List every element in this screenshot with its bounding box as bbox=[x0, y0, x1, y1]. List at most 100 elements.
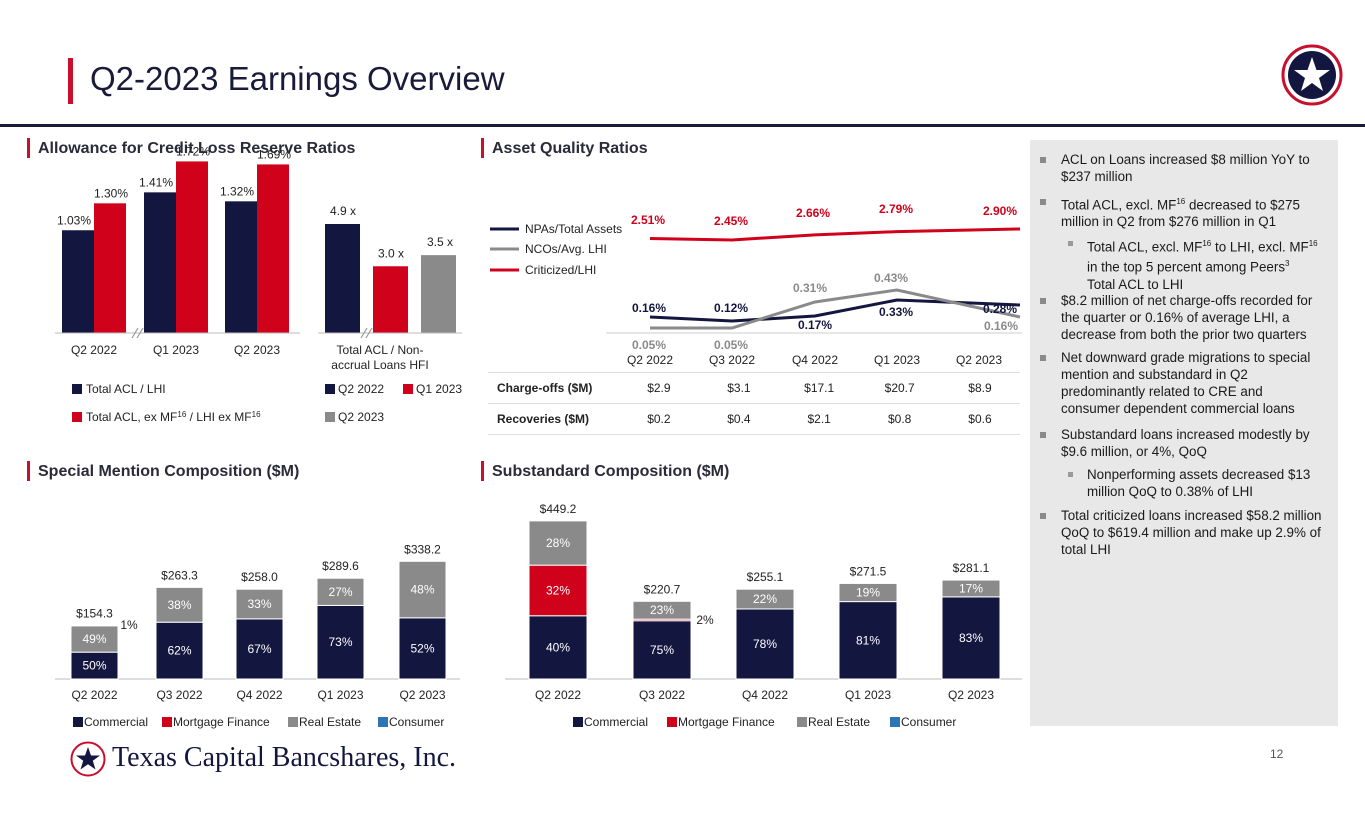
aq-series-line bbox=[649, 227, 1021, 242]
star-logo-icon bbox=[1281, 44, 1343, 106]
nco-data-label: 0.16% bbox=[984, 319, 1018, 333]
bullet-item: ACL on Loans increased $8 million YoY to… bbox=[1040, 151, 1323, 185]
nonaccrual-bar bbox=[421, 255, 456, 333]
special-mention-chart: 50% 49% $154.3 Q2 2022 62% 38% $263.3 Q3 2022 67… bbox=[55, 542, 460, 729]
segment-label-outside: 1% bbox=[120, 618, 138, 632]
bullet-item: Total ACL, excl. MF16 decreased to $275 … bbox=[1040, 193, 1323, 230]
segment-label: 27% bbox=[328, 585, 352, 599]
bullet-icon bbox=[1040, 432, 1046, 438]
stacked-bar-segment bbox=[155, 586, 204, 623]
legend-swatch bbox=[378, 717, 388, 727]
axis-break-icon bbox=[360, 327, 373, 339]
acl-bar bbox=[257, 164, 289, 333]
acl-bar bbox=[94, 203, 126, 333]
footer-logo: Texas Capital Bancshares, Inc. bbox=[70, 740, 470, 780]
composition-category-label: Q2 2022 bbox=[535, 688, 581, 702]
segment-label: 49% bbox=[82, 632, 106, 646]
acl-ratios-chart: 1.03%1.30% Q2 2022 1.41% 1.72% Q1 2023 1.32% 1… bbox=[55, 144, 462, 424]
composition-category-label: Q2 2023 bbox=[948, 688, 994, 702]
acl-legend-label: Total ACL / LHI bbox=[86, 382, 166, 396]
table-cell: $17.1 bbox=[804, 381, 835, 395]
segment-label: 78% bbox=[753, 637, 777, 651]
nco-data-label: 0.43% bbox=[874, 271, 908, 285]
segment-label: 48% bbox=[410, 583, 434, 597]
total-label: $281.1 bbox=[953, 561, 990, 575]
stacked-bar-segment bbox=[70, 624, 119, 627]
nonaccrual-legend-label: Q1 2023 bbox=[416, 382, 462, 396]
criticized-data-label: 2.51% bbox=[631, 213, 665, 227]
composition-legend-label: Real Estate bbox=[808, 715, 870, 729]
legend-swatch bbox=[667, 717, 677, 727]
legend-swatch bbox=[72, 384, 82, 394]
segment-label-outside: 2% bbox=[696, 613, 714, 627]
nonaccrual-bar-label: 3.0 x bbox=[378, 246, 404, 260]
table-row-header: Charge-offs ($M) bbox=[497, 381, 593, 395]
section-accent bbox=[27, 461, 30, 481]
aq-category-label: Q4 2022 bbox=[792, 353, 838, 367]
aq-category-label: Q3 2022 bbox=[709, 353, 755, 367]
nonaccrual-category-label: accrual Loans HFI bbox=[331, 358, 428, 372]
stacked-bar-segment bbox=[632, 620, 692, 680]
table-row-header: Recoveries ($M) bbox=[497, 412, 590, 426]
total-label: $258.0 bbox=[241, 570, 278, 584]
section-accent bbox=[481, 461, 484, 481]
table-cell: $8.9 bbox=[968, 381, 992, 395]
table-row: Charge-offs ($M) $2.9 $3.1 $17.1 $20.7 $8.9 bbox=[488, 372, 1020, 404]
acl-bar-label: 1.72% bbox=[176, 144, 210, 158]
composition-legend-label: Real Estate bbox=[299, 715, 361, 729]
charge-offs-table: Charge-offs ($M) $2.9 $3.1 $17.1 $20.7 $8.9 Re… bbox=[488, 372, 1020, 435]
sub-bullet-item: Total ACL, excl. MF16 to LHI, excl. MF16… bbox=[1068, 235, 1319, 293]
stacked-bar-segment bbox=[838, 582, 898, 603]
nco-data-label: 0.31% bbox=[793, 281, 827, 295]
composition-category-label: Q3 2022 bbox=[639, 688, 685, 702]
legend-swatch bbox=[890, 717, 900, 727]
acl-bar bbox=[144, 192, 176, 333]
acl-bar-label: 1.03% bbox=[57, 213, 91, 227]
bullet-item: Total criticized loans increased $58.2 m… bbox=[1040, 507, 1323, 558]
composition-category-label: Q4 2022 bbox=[742, 688, 788, 702]
substandard-chart: 40% 32% 28% $449.2 Q2 2022 75% 23% $220.7 Q3 202… bbox=[505, 502, 1022, 729]
nco-data-label: 0.05% bbox=[632, 338, 666, 352]
criticized-data-label: 2.90% bbox=[983, 204, 1017, 218]
nonaccrual-bar bbox=[325, 224, 360, 333]
page-number: 12 bbox=[1270, 747, 1284, 761]
acl-bar-label: 1.32% bbox=[220, 184, 254, 198]
composition-category-label: Q4 2022 bbox=[236, 688, 282, 702]
bullet-icon bbox=[1040, 199, 1046, 205]
nco-data-label: 0.05% bbox=[714, 338, 748, 352]
composition-legend-label: Consumer bbox=[901, 715, 956, 729]
total-label: $220.7 bbox=[644, 582, 681, 596]
stacked-bar-segment bbox=[632, 600, 692, 620]
special-mention-section-title: Special Mention Composition ($M) bbox=[38, 463, 300, 480]
page-title: Q2-2023 Earnings Overview bbox=[90, 60, 505, 97]
acl-bar-label: 1.30% bbox=[94, 186, 128, 200]
stacked-bar-segment bbox=[398, 560, 447, 619]
segment-label: 19% bbox=[856, 586, 880, 600]
table-row: Recoveries ($M) $0.2 $0.4 $2.1 $0.8 $0.6 bbox=[488, 403, 1020, 435]
title-accent-bar bbox=[68, 58, 73, 104]
composition-legend-label: Commercial bbox=[84, 715, 148, 729]
aq-category-label: Q1 2023 bbox=[874, 353, 920, 367]
asset-quality-chart: 0.16% 0.12% 0.17% 0.33% 0.28% 0.05% 0.05% 0.31%… bbox=[490, 202, 1022, 367]
bullet-icon bbox=[1040, 298, 1046, 304]
section-accent bbox=[27, 138, 30, 158]
composition-category-label: Q1 2023 bbox=[845, 688, 891, 702]
bullet-icon bbox=[1068, 472, 1073, 477]
bullet-icon bbox=[1068, 241, 1073, 246]
segment-label: 75% bbox=[650, 643, 674, 657]
criticized-data-label: 2.66% bbox=[796, 206, 830, 220]
segment-label: 33% bbox=[247, 597, 271, 611]
segment-label: 38% bbox=[167, 598, 191, 612]
nonaccrual-bar bbox=[373, 266, 408, 333]
legend-swatch bbox=[72, 412, 82, 422]
bullet-icon bbox=[1040, 157, 1046, 163]
stacked-bar-segment bbox=[316, 604, 365, 680]
segment-label: 83% bbox=[959, 631, 983, 645]
segment-label: 17% bbox=[959, 581, 983, 595]
npa-data-label: 0.16% bbox=[632, 301, 666, 315]
legend-swatch bbox=[797, 717, 807, 727]
segment-label: 32% bbox=[546, 583, 570, 597]
segment-label: 28% bbox=[546, 536, 570, 550]
segment-label: 23% bbox=[650, 603, 674, 617]
acl-bar-label: 1.69% bbox=[257, 147, 291, 161]
